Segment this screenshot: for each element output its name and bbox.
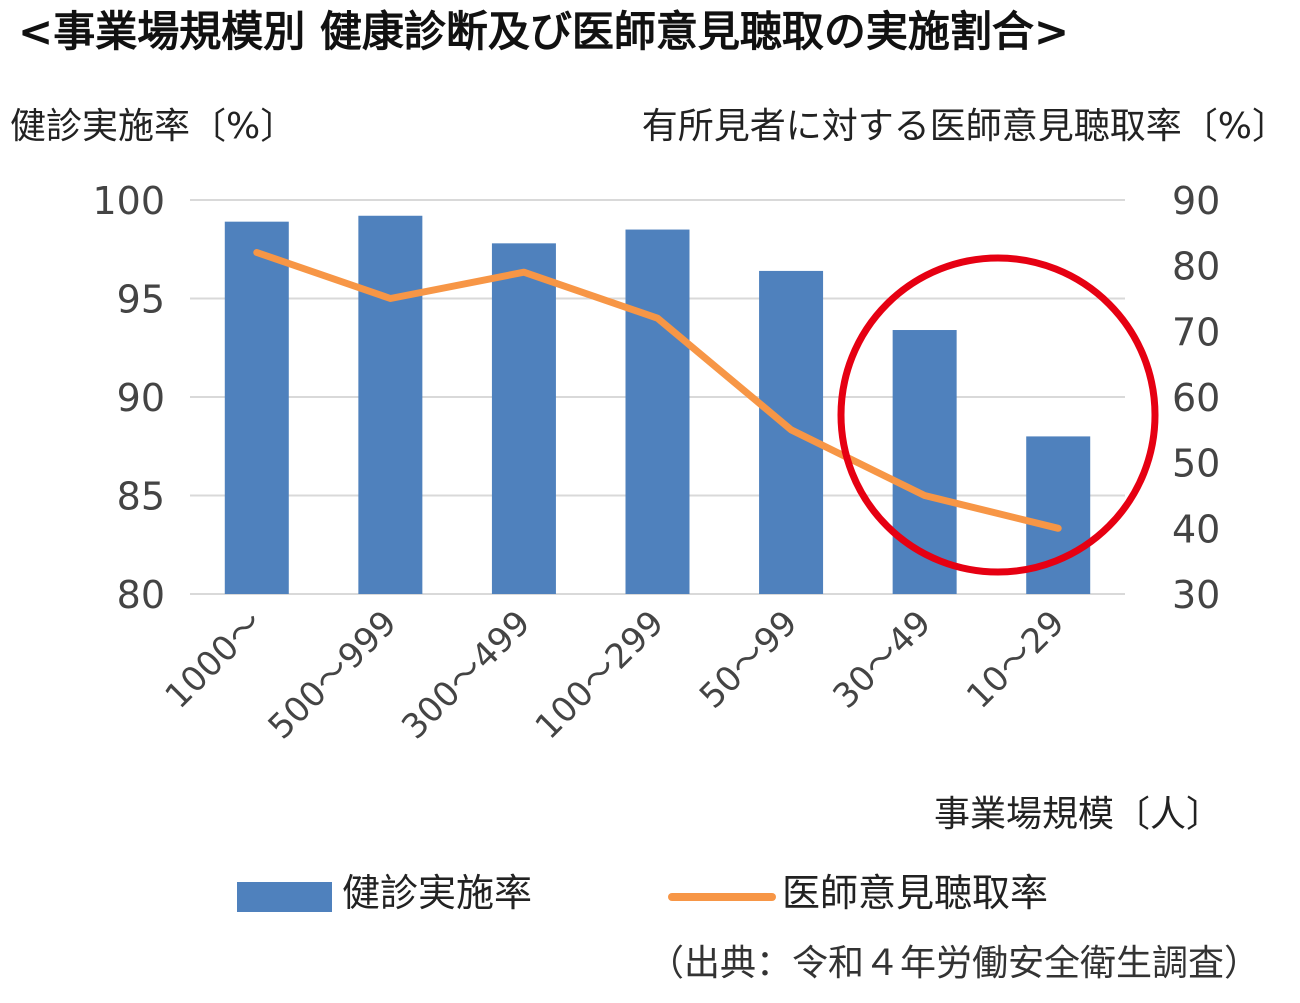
left-tick-label: 85 bbox=[117, 475, 165, 519]
legend-line-label: 医師意見聴取率 bbox=[782, 871, 1048, 915]
category-label: 10〜29 bbox=[959, 603, 1073, 717]
chart-title: <事業場規模別 健康診断及び医師意見聴取の実施割合> bbox=[18, 7, 1069, 56]
bar bbox=[224, 221, 289, 595]
category-label: 300〜499 bbox=[394, 603, 538, 747]
left-tick-label: 95 bbox=[117, 278, 165, 322]
right-axis-ticks: 30 40 50 60 70 80 90 bbox=[1172, 179, 1220, 617]
source-note: （出典：令和４年労働安全衛生調査） bbox=[648, 943, 1260, 984]
left-tick-label: 80 bbox=[117, 573, 165, 617]
right-axis-label: 有所見者に対する医師意見聴取率〔%〕 bbox=[642, 106, 1288, 147]
left-tick-label: 100 bbox=[92, 179, 165, 223]
legend-bar-swatch bbox=[237, 882, 332, 912]
line-path bbox=[253, 249, 1062, 532]
right-tick-label: 50 bbox=[1172, 442, 1220, 486]
category-label: 50〜99 bbox=[692, 603, 806, 717]
bars bbox=[224, 215, 1091, 595]
left-axis-label: 健診実施率〔%〕 bbox=[10, 106, 296, 147]
right-tick-label: 30 bbox=[1172, 573, 1220, 617]
category-label: 100〜299 bbox=[528, 603, 672, 747]
category-label: 30〜49 bbox=[825, 603, 939, 717]
legend: 健診実施率 医師意見聴取率 bbox=[237, 871, 1048, 915]
left-tick-label: 90 bbox=[117, 376, 165, 420]
right-tick-label: 70 bbox=[1172, 310, 1220, 354]
bar bbox=[625, 229, 690, 595]
right-tick-label: 40 bbox=[1172, 507, 1220, 551]
right-tick-label: 80 bbox=[1172, 245, 1220, 289]
bar bbox=[358, 215, 423, 594]
line-series bbox=[253, 249, 1062, 532]
highlight-circle bbox=[837, 254, 1159, 576]
right-tick-label: 90 bbox=[1172, 179, 1220, 223]
x-axis-label: 事業場規模〔人〕 bbox=[934, 794, 1222, 835]
right-tick-label: 60 bbox=[1172, 376, 1220, 420]
legend-bar-label: 健診実施率 bbox=[342, 871, 532, 915]
left-axis-ticks: 80 85 90 95 100 bbox=[92, 179, 165, 617]
category-label: 1000〜 bbox=[158, 603, 272, 717]
bar bbox=[491, 243, 556, 594]
category-label: 500〜999 bbox=[261, 603, 405, 747]
